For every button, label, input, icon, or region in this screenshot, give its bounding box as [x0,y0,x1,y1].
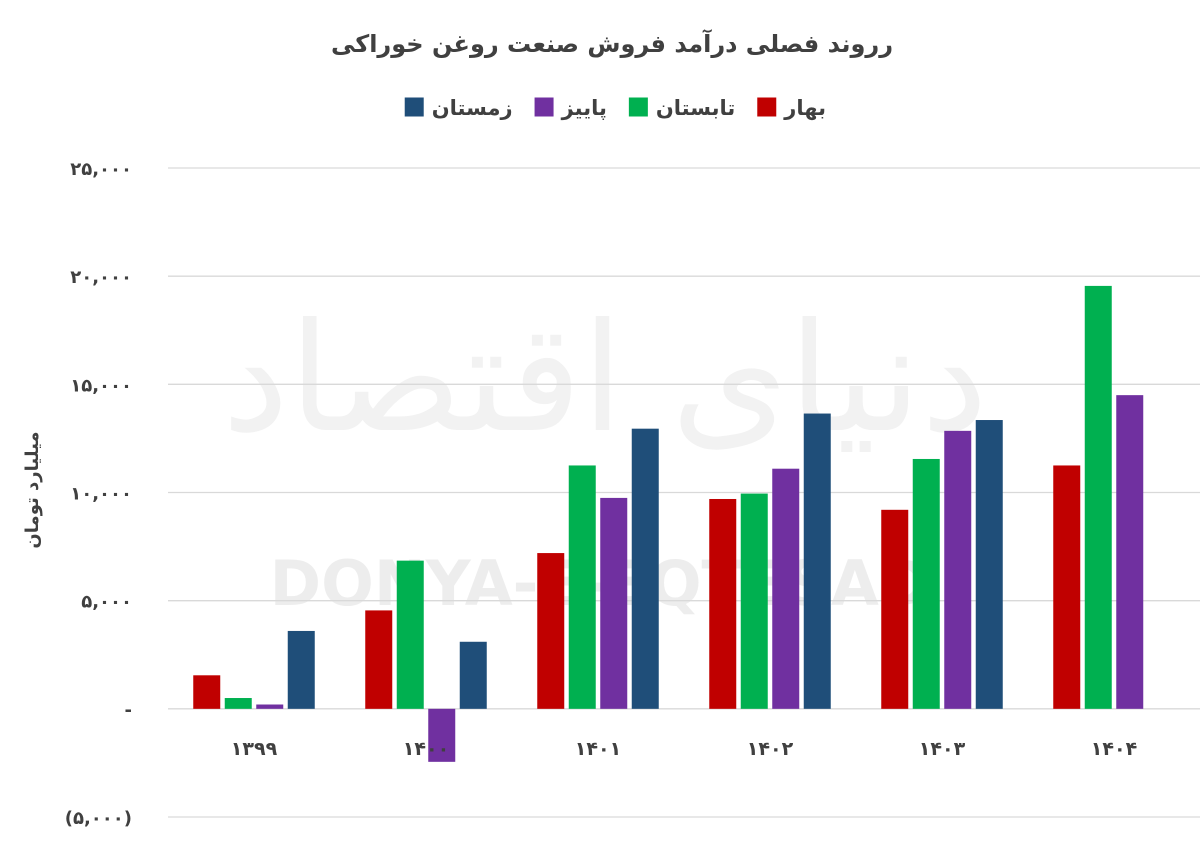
legend-label: زمستان [432,96,513,120]
bar [428,708,456,762]
y-tick-label: ۵,۰۰۰ [81,592,132,613]
bar [537,553,565,709]
y-tick-labels: (۵,۰۰۰) - ۵,۰۰۰ ۱۰,۰۰۰ ۱۵,۰۰۰ ۲۰,۰۰۰ ۲۵,۰۰۰ [65,159,132,829]
y-tick-label: ۲۵,۰۰۰ [70,159,132,180]
legend-swatch [534,97,554,117]
bar [1116,395,1144,709]
legend-label: تابستان [656,96,735,120]
y-tick-label: (۵,۰۰۰) [65,808,132,829]
bar [881,509,909,709]
bar [600,497,628,709]
bar [193,675,221,709]
x-tick-label: ۱۴۰۲ [747,738,794,760]
bar [740,493,768,709]
bar [772,468,800,709]
bar [365,610,393,709]
bar [256,704,284,709]
bar [224,698,252,709]
bar [1084,285,1112,709]
y-axis-label: میلیارد تومان [22,431,43,548]
legend-swatch [628,97,648,117]
legend-label: پاییز [561,96,607,120]
y-tick-label: - [125,700,132,721]
legend-swatch [757,97,777,117]
x-tick-label: ۱۳۹۹ [231,738,278,760]
x-tick-label: ۱۴۰۳ [919,738,966,760]
gridlines [168,167,1200,818]
bar [944,430,972,709]
y-tick-label: ۲۰,۰۰۰ [70,267,132,288]
legend: بهار تابستان پاییز زمستان [404,96,826,120]
bar [396,560,424,709]
watermark-text: DONYA-E-EQTESAD [270,547,931,620]
bar [709,498,737,709]
x-tick-labels: ۱۳۹۹ ۱۴۰۰ ۱۴۰۱ ۱۴۰۲ ۱۴۰۳ ۱۴۰۴ [231,738,1137,760]
bar [975,420,1003,709]
watermark-logo: دنیای اقتصاد [222,292,988,466]
bars [193,285,1144,762]
bar [287,630,315,709]
bar [1053,465,1081,709]
legend-swatch [404,97,424,117]
bar [803,413,831,709]
bar [912,458,940,709]
y-tick-label: ۱۵,۰۰۰ [70,375,132,396]
x-tick-label: ۱۴۰۱ [575,738,621,760]
bar [459,641,487,709]
bar [568,465,596,709]
bar [631,428,659,709]
x-tick-label: ۱۴۰۰ [403,738,449,760]
legend-label: بهار [783,96,826,120]
y-tick-label: ۱۰,۰۰۰ [70,484,132,505]
x-tick-label: ۱۴۰۴ [1091,738,1137,760]
chart-title: رروند فصلی درآمد فروش صنعت روغن خوراکی [331,29,893,58]
